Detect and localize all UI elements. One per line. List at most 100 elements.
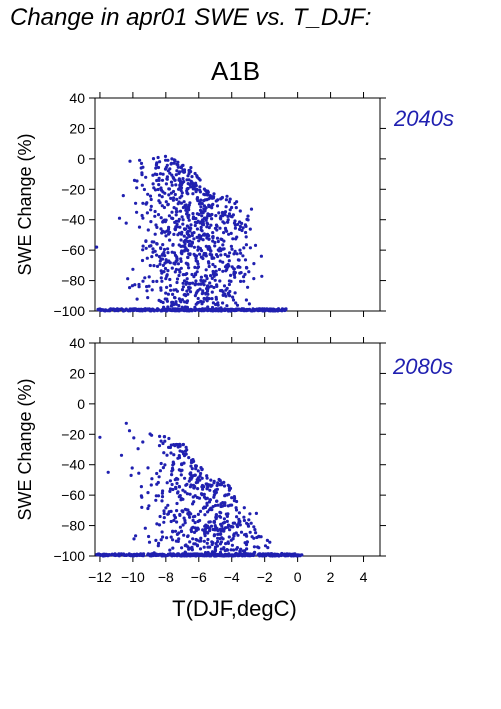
scatter-point bbox=[206, 510, 210, 514]
scatter-point bbox=[275, 308, 279, 312]
scatter-point bbox=[183, 227, 187, 231]
scatter-point bbox=[104, 308, 108, 312]
scatter-point bbox=[199, 275, 203, 279]
scatter-point bbox=[194, 467, 198, 471]
scatter-point bbox=[210, 542, 214, 547]
scatter-point bbox=[212, 274, 216, 278]
scatter-point bbox=[238, 227, 242, 231]
scatter-point bbox=[200, 468, 204, 472]
scatter-point bbox=[182, 533, 186, 537]
scatter-point bbox=[194, 181, 198, 185]
y-tick-label: 20 bbox=[69, 365, 85, 381]
scatter-point bbox=[176, 491, 180, 495]
scatter-point bbox=[175, 277, 180, 281]
scatter-point bbox=[203, 233, 207, 237]
scatter-point bbox=[248, 530, 252, 534]
scatter-point bbox=[151, 279, 155, 284]
scatter-point bbox=[210, 276, 214, 280]
scatter-point bbox=[237, 517, 241, 522]
scatter-point bbox=[150, 433, 154, 437]
scatter-point bbox=[107, 553, 111, 557]
scatter-point bbox=[185, 230, 189, 235]
scatter-point bbox=[159, 538, 163, 542]
scatter-point bbox=[167, 187, 171, 191]
scatter-point bbox=[195, 227, 199, 231]
scatter-point bbox=[167, 436, 171, 441]
scatter-point bbox=[252, 277, 256, 281]
scatter-point bbox=[155, 522, 159, 526]
scatter-point bbox=[233, 553, 237, 557]
y-tick-label: −40 bbox=[61, 212, 85, 228]
scatter-point bbox=[196, 526, 200, 530]
scatter-point bbox=[236, 525, 240, 529]
scatter-point bbox=[240, 221, 244, 225]
scatter-point bbox=[232, 495, 236, 499]
scatter-point bbox=[155, 162, 159, 166]
scatter-point bbox=[179, 497, 184, 501]
scatter-point bbox=[172, 518, 176, 523]
scatter-point bbox=[171, 308, 175, 312]
scatter-point bbox=[240, 308, 244, 312]
scatter-point bbox=[181, 273, 185, 277]
scatter-point bbox=[221, 293, 225, 297]
scatter-point bbox=[239, 279, 243, 283]
scatter-point bbox=[157, 475, 161, 479]
scatter-point bbox=[199, 282, 203, 286]
scatter-point bbox=[104, 552, 108, 557]
scatter-point bbox=[192, 252, 196, 256]
scatter-point bbox=[226, 504, 230, 508]
scatter-point bbox=[245, 540, 249, 544]
scatter-point bbox=[223, 308, 227, 312]
scatter-point bbox=[175, 197, 179, 201]
scatter-point bbox=[222, 546, 226, 550]
scatter-point bbox=[204, 268, 208, 272]
scatter-point bbox=[247, 270, 251, 274]
scatter-point bbox=[208, 214, 212, 218]
y-tick-label: −60 bbox=[61, 242, 85, 258]
scatter-point bbox=[205, 232, 210, 236]
scatter-series-2040s bbox=[95, 154, 288, 313]
scatter-point bbox=[196, 296, 200, 301]
scatter-point bbox=[216, 481, 220, 485]
scatter-point bbox=[166, 260, 170, 264]
scatter-point bbox=[225, 304, 229, 308]
y-tick-label: 40 bbox=[69, 335, 85, 351]
scatter-point bbox=[243, 258, 248, 262]
scatter-point bbox=[156, 213, 161, 217]
scatter-point bbox=[204, 274, 208, 278]
scatter-point bbox=[145, 308, 149, 312]
scatter-point bbox=[124, 553, 128, 557]
scatter-point bbox=[191, 281, 195, 285]
scatter-point bbox=[185, 277, 189, 281]
scatter-point bbox=[141, 165, 145, 169]
scatter-point bbox=[226, 220, 230, 224]
scatter-point bbox=[244, 230, 248, 235]
scatter-point bbox=[242, 518, 246, 523]
scatter-point bbox=[149, 554, 154, 558]
scatter-point bbox=[206, 292, 210, 296]
scatter-point bbox=[206, 537, 210, 542]
scatter-point bbox=[232, 252, 236, 256]
scatter-point bbox=[206, 308, 210, 312]
scatter-point bbox=[174, 183, 178, 187]
scatter-point bbox=[222, 517, 226, 521]
scatter-point bbox=[160, 178, 165, 182]
scatter-point bbox=[208, 281, 212, 285]
scatter-point bbox=[228, 554, 232, 558]
scatter-point bbox=[139, 485, 143, 489]
scatter-point bbox=[168, 284, 172, 288]
scatter-point bbox=[167, 510, 171, 514]
scatter-point bbox=[271, 307, 275, 311]
scatter-point bbox=[221, 212, 225, 216]
scatter-point bbox=[175, 501, 179, 506]
scatter-point bbox=[250, 535, 254, 539]
scatter-point bbox=[200, 485, 204, 489]
scatter-point bbox=[170, 473, 174, 477]
scatter-point bbox=[177, 177, 181, 181]
scatter-point bbox=[218, 532, 222, 536]
scatter-point bbox=[166, 169, 170, 173]
scatter-point bbox=[180, 215, 184, 219]
scatter-point bbox=[160, 257, 165, 261]
scatter-point bbox=[274, 554, 278, 558]
scatter-point bbox=[161, 466, 165, 470]
